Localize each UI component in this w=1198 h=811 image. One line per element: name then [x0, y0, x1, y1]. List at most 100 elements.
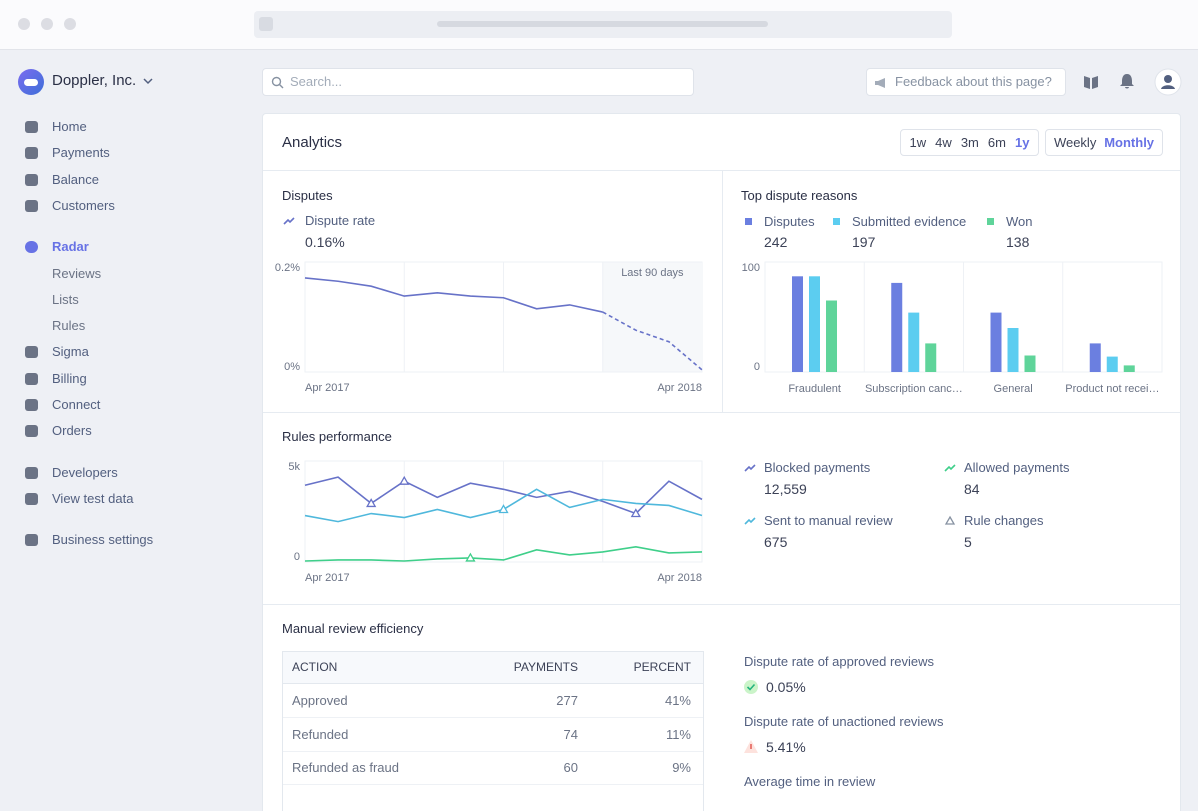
- x-tick-label: Apr 2018: [657, 382, 702, 394]
- account-name[interactable]: Doppler, Inc.: [52, 72, 137, 89]
- feedback-text: Feedback about this page?: [895, 74, 1052, 89]
- account-chevron[interactable]: [142, 76, 154, 86]
- table-cell: Approved: [292, 693, 348, 708]
- selector-option[interactable]: Weekly: [1053, 135, 1097, 150]
- window-dot[interactable]: [64, 18, 76, 30]
- nav-item[interactable]: Balance: [52, 171, 99, 187]
- stat-value: 5: [964, 534, 972, 550]
- browser-chrome: [0, 0, 1198, 50]
- nav-item[interactable]: Customers: [52, 197, 115, 213]
- address-bar[interactable]: [254, 11, 952, 38]
- bar: [809, 276, 820, 372]
- feedback-button[interactable]: Feedback about this page?: [866, 68, 1066, 96]
- nav-item[interactable]: Sigma: [52, 344, 89, 360]
- category-label: Product not recei…: [1065, 383, 1159, 395]
- window-dot[interactable]: [41, 18, 53, 30]
- annotation: Last 90 days: [621, 267, 684, 279]
- search-placeholder: Search...: [290, 74, 343, 89]
- nav-icon: [25, 534, 38, 547]
- divider: [263, 604, 1180, 605]
- table-cell: 60: [563, 760, 578, 776]
- bar: [1007, 328, 1019, 372]
- card-title: Analytics: [282, 134, 343, 151]
- profile-avatar[interactable]: [1154, 68, 1182, 96]
- nav-item[interactable]: Connect: [52, 397, 101, 412]
- notifications-icon[interactable]: [1118, 72, 1136, 91]
- chart-title: Disputes: [282, 188, 333, 203]
- selector-option[interactable]: Monthly: [1104, 135, 1155, 150]
- column-header: PAYMENTS: [513, 660, 578, 674]
- stat-value: 12,559: [764, 481, 807, 497]
- rule-change-marker: [366, 498, 377, 508]
- bar: [925, 343, 937, 372]
- logo-cloud: [24, 79, 38, 86]
- account-logo[interactable]: [18, 69, 44, 95]
- nav-item[interactable]: Home: [52, 119, 87, 134]
- nav-item[interactable]: Orders: [52, 423, 92, 439]
- series-line: [602, 311, 703, 371]
- category-label: General: [994, 383, 1033, 395]
- table-cell: Refunded as fraud: [292, 760, 399, 776]
- nav-icon: [25, 199, 38, 212]
- selector-option[interactable]: 1w: [909, 135, 927, 150]
- legend-label: Submitted evidence: [852, 214, 967, 229]
- category-label: Fraudulent: [788, 383, 841, 395]
- column-header: ACTION: [292, 660, 338, 674]
- nav-icon: [25, 399, 38, 411]
- nav-icon: [25, 147, 38, 160]
- search-box[interactable]: Search...: [262, 68, 694, 96]
- stat-value: 0.05%: [766, 679, 806, 695]
- legend-value: 138: [1006, 234, 1030, 250]
- legend-glyph: [744, 464, 756, 472]
- nav-item[interactable]: Business settings: [52, 532, 154, 548]
- stat-label: Average time in review: [744, 774, 876, 789]
- nav-subitem[interactable]: Rules: [52, 318, 86, 334]
- docs-icon[interactable]: [1082, 73, 1100, 91]
- x-tick-label: Apr 2017: [305, 572, 350, 584]
- y-tick-label: 5k: [288, 461, 300, 473]
- metric-value: 0.16%: [305, 234, 345, 250]
- series-line: [304, 277, 603, 313]
- series-line: [304, 546, 703, 562]
- interval-selector: Weekly Monthly: [1045, 129, 1163, 156]
- stat-label: Allowed payments: [964, 460, 1070, 475]
- bar: [792, 276, 803, 372]
- stat-label: Sent to manual review: [764, 513, 893, 528]
- chart-title: Rules performance: [282, 429, 392, 444]
- status-ok-check: [746, 683, 756, 691]
- nav-item[interactable]: View test data: [52, 490, 134, 506]
- nav-item[interactable]: Developers: [52, 464, 118, 480]
- legend-value: 197: [852, 234, 876, 250]
- row-divider: [283, 784, 703, 786]
- selector-option[interactable]: 6m: [987, 135, 1006, 150]
- nav-item[interactable]: Payments: [52, 145, 110, 161]
- table-header: [283, 652, 703, 684]
- category-label: Subscription canc…: [865, 383, 963, 395]
- rule-change-marker: [465, 552, 476, 562]
- table-cell: 74: [563, 726, 578, 742]
- nav-subitem[interactable]: Reviews: [52, 265, 102, 281]
- nav-icon: [25, 173, 38, 186]
- rule-change-marker: [630, 508, 641, 518]
- status-ok-icon: [744, 680, 758, 694]
- nav-item[interactable]: Billing: [52, 370, 87, 386]
- bar: [1106, 356, 1118, 372]
- selector-option[interactable]: 3m: [960, 135, 979, 150]
- nav-subitem[interactable]: Lists: [52, 291, 79, 307]
- divider: [722, 171, 723, 412]
- window-dot[interactable]: [18, 18, 30, 30]
- bar: [1123, 365, 1135, 372]
- selector-option[interactable]: 4w: [935, 135, 952, 150]
- row-divider: [283, 717, 703, 718]
- stat-label: Blocked payments: [764, 460, 871, 475]
- selector-option[interactable]: 1y: [1015, 135, 1030, 150]
- url-placeholder: [437, 21, 768, 27]
- rule-change-marker: [944, 515, 956, 525]
- bar: [826, 300, 837, 372]
- y-tick-label: 0%: [284, 361, 300, 373]
- nav-item[interactable]: Radar: [52, 239, 89, 255]
- table-cell: 277: [556, 693, 578, 708]
- legend-label: Disputes: [764, 214, 815, 229]
